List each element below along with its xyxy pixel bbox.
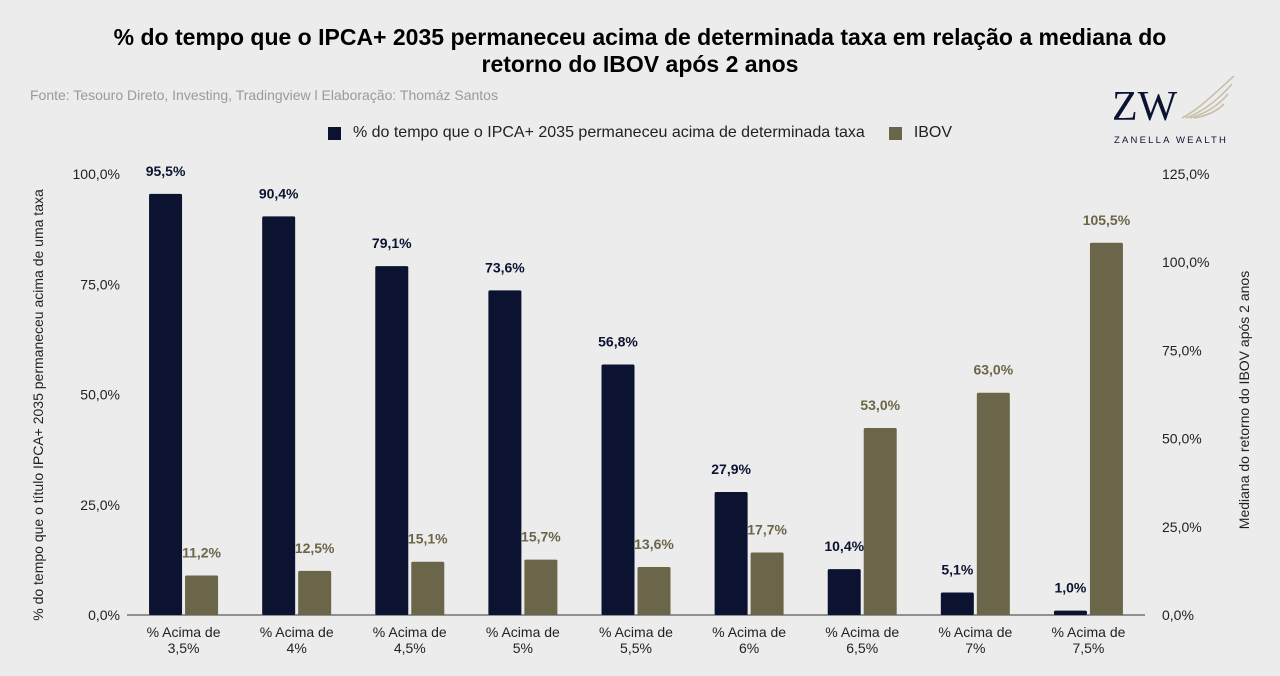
data-label-ipca: 95,5% bbox=[146, 163, 186, 179]
y-tick-label-right: 25,0% bbox=[1162, 519, 1202, 535]
x-tick-label-line-1: % Acima de bbox=[599, 624, 673, 640]
data-label-ipca: 1,0% bbox=[1054, 580, 1086, 596]
x-tick-label-line-2: 6% bbox=[739, 640, 759, 656]
chart-legend: % do tempo que o IPCA+ 2035 permaneceu a… bbox=[0, 124, 1280, 142]
x-tick-label-line-1: % Acima de bbox=[825, 624, 899, 640]
logo-wing-icon bbox=[1181, 75, 1235, 119]
legend-swatch-ipca bbox=[327, 126, 341, 140]
bar-ipca bbox=[149, 193, 183, 615]
data-label-ipca: 10,4% bbox=[824, 538, 864, 554]
bar-ibov bbox=[185, 575, 219, 615]
x-tick-label-line-1: % Acima de bbox=[486, 624, 560, 640]
x-tick-label-line-1: % Acima de bbox=[712, 624, 786, 640]
legend-swatch-ibov bbox=[888, 126, 902, 140]
bar-ibov bbox=[976, 392, 1010, 615]
data-label-ibov: 12,5% bbox=[295, 540, 335, 556]
x-tick-label-line-2: 7,5% bbox=[1072, 640, 1104, 656]
data-label-ipca: 90,4% bbox=[259, 185, 299, 201]
x-tick-label-line-1: % Acima de bbox=[147, 624, 221, 640]
y-tick-label-left: 100,0% bbox=[73, 166, 120, 182]
data-label-ibov: 17,7% bbox=[747, 522, 787, 538]
chart-title-line-2: retorno do IBOV após 2 anos bbox=[481, 51, 799, 77]
bar-ibov bbox=[298, 570, 332, 615]
bar-ipca bbox=[714, 491, 748, 615]
y-tick-label-right: 75,0% bbox=[1162, 342, 1202, 358]
y-tick-label-left: 75,0% bbox=[80, 276, 120, 292]
bar-ibov bbox=[637, 567, 671, 615]
y-tick-label-right: 0,0% bbox=[1162, 607, 1194, 623]
data-label-ibov: 63,0% bbox=[973, 362, 1013, 378]
x-tick-label-line-2: 3,5% bbox=[168, 640, 200, 656]
chart-title-line-1: % do tempo que o IPCA+ 2035 permaneceu a… bbox=[113, 24, 1167, 50]
data-label-ibov: 11,2% bbox=[182, 544, 221, 560]
zanella-wealth-logo: ZW ZANELLA WEALTH bbox=[1112, 75, 1235, 146]
source-note: Fonte: Tesouro Direto, Investing, Tradin… bbox=[30, 87, 498, 103]
x-tick-label-line-2: 6,5% bbox=[846, 640, 878, 656]
bar-ipca bbox=[601, 364, 635, 615]
y-tick-label-right: 50,0% bbox=[1162, 431, 1202, 447]
data-label-ibov: 15,7% bbox=[521, 529, 561, 545]
x-tick-label-line-2: 5,5% bbox=[620, 640, 652, 656]
data-label-ibov: 13,6% bbox=[634, 536, 674, 552]
data-label-ipca: 56,8% bbox=[598, 334, 638, 350]
x-tick-label-line-2: 5% bbox=[513, 640, 533, 656]
data-label-ibov: 53,0% bbox=[860, 397, 900, 413]
bar-ipca bbox=[262, 216, 296, 615]
data-label-ipca: 5,1% bbox=[941, 562, 973, 578]
x-tick-label-line-2: 4,5% bbox=[394, 640, 426, 656]
bar-ibov bbox=[863, 428, 897, 615]
x-tick-label-line-1: % Acima de bbox=[260, 624, 334, 640]
y-tick-label-left: 0,0% bbox=[88, 607, 120, 623]
bar-ibov bbox=[1089, 242, 1123, 615]
bar-ibov bbox=[524, 559, 558, 615]
bar-ipca bbox=[827, 569, 861, 615]
bar-ipca bbox=[940, 592, 974, 615]
bar-ibov bbox=[411, 561, 445, 615]
bar-ipca bbox=[375, 266, 409, 615]
bar-ipca bbox=[1053, 610, 1087, 615]
x-tick-label-line-1: % Acima de bbox=[938, 624, 1012, 640]
data-label-ibov: 105,5% bbox=[1083, 212, 1131, 228]
y-tick-label-left: 25,0% bbox=[80, 497, 120, 513]
x-tick-label-line-2: 7% bbox=[965, 640, 985, 656]
y-axis-title-right: Mediana do retorno do IBOV após 2 anos bbox=[1236, 270, 1252, 530]
chart-title: % do tempo que o IPCA+ 2035 permaneceu a… bbox=[0, 24, 1280, 78]
legend-item-ibov: IBOV bbox=[888, 124, 953, 142]
bar-ibov bbox=[750, 552, 784, 615]
legend-item-ipca: % do tempo que o IPCA+ 2035 permaneceu a… bbox=[327, 124, 865, 142]
x-tick-label-line-1: % Acima de bbox=[373, 624, 447, 640]
logo-text: ZANELLA WEALTH bbox=[1114, 135, 1228, 146]
data-label-ipca: 27,9% bbox=[711, 461, 751, 477]
data-label-ipca: 79,1% bbox=[372, 235, 412, 251]
x-tick-label-line-1: % Acima de bbox=[1051, 624, 1125, 640]
y-axis-title-left: % do tempo que o título IPCA+ 2035 perma… bbox=[30, 189, 46, 621]
legend-label-ipca: % do tempo que o IPCA+ 2035 permaneceu a… bbox=[352, 124, 865, 141]
legend-label-ibov: IBOV bbox=[913, 124, 953, 141]
bar-ipca bbox=[488, 290, 522, 615]
y-tick-label-left: 50,0% bbox=[80, 387, 120, 403]
data-label-ibov: 15,1% bbox=[408, 531, 448, 547]
y-tick-label-right: 100,0% bbox=[1162, 254, 1209, 270]
x-tick-label-line-2: 4% bbox=[287, 640, 307, 656]
logo-monogram: ZW bbox=[1112, 84, 1178, 130]
y-tick-label-right: 125,0% bbox=[1162, 166, 1209, 182]
data-label-ipca: 73,6% bbox=[485, 259, 525, 275]
